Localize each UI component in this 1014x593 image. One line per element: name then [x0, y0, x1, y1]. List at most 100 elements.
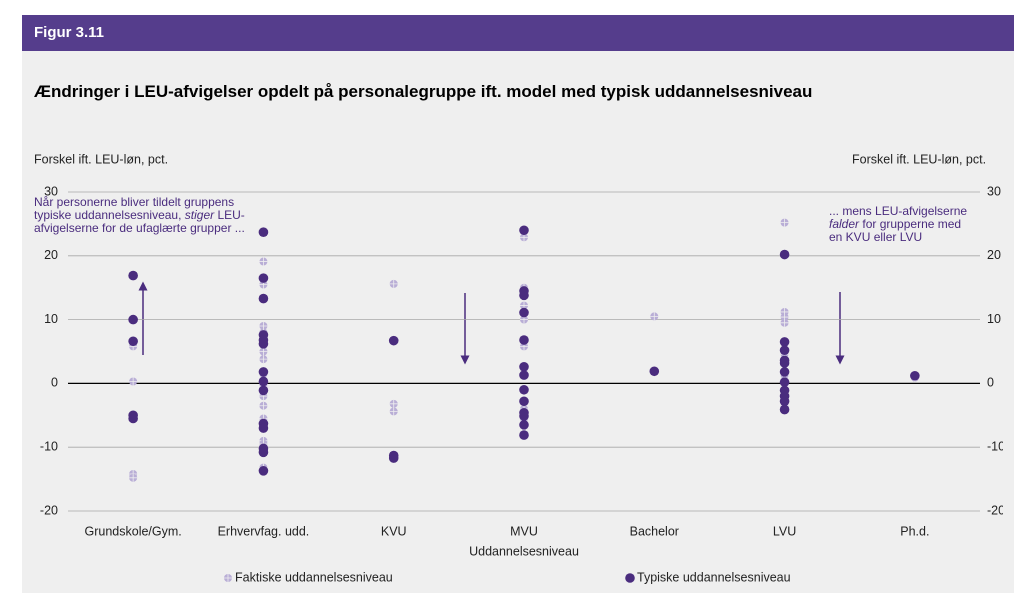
- dot-cross: [780, 318, 789, 327]
- dot: [779, 367, 790, 377]
- figure-label: Figur 3.11: [34, 24, 105, 41]
- dot: [388, 453, 399, 463]
- dot-cross: [259, 355, 268, 364]
- y-tick-label: 0: [51, 376, 58, 390]
- dot: [128, 270, 138, 281]
- dot: [780, 313, 789, 322]
- dot: [389, 279, 398, 288]
- annotation-part: ... mens LEU-afvigelserne: [829, 204, 967, 218]
- dot: [224, 574, 232, 582]
- dot-cross: [129, 473, 138, 482]
- dot-cross: [259, 401, 268, 410]
- x-tick-label: KVU: [381, 524, 407, 538]
- dot: [519, 225, 529, 236]
- dot: [388, 335, 399, 346]
- dot-cross: [224, 574, 232, 582]
- dot-cross: [259, 347, 268, 356]
- annotation-part: Når personerne bliver tildelt gruppens: [34, 195, 234, 209]
- dot: [519, 420, 529, 430]
- y2-tick-label: 0: [987, 376, 994, 390]
- dot: [779, 396, 790, 407]
- dot: [910, 370, 920, 381]
- annotation-part: falder: [829, 217, 860, 231]
- dot-cross: [129, 377, 138, 386]
- dot-cross: [389, 279, 398, 288]
- annotation: en KVU eller LVU: [829, 230, 922, 244]
- x-tick-label: MVU: [510, 524, 538, 538]
- y2-axis-label: Forskel ift. LEU-løn, pct.: [852, 152, 986, 166]
- dot: [128, 413, 138, 424]
- y-tick-label: -10: [40, 439, 58, 453]
- dot: [258, 447, 269, 458]
- y-axis-label: Forskel ift. LEU-løn, pct.: [34, 152, 168, 166]
- y2-tick-label: 10: [987, 312, 1001, 326]
- dot: [519, 430, 529, 440]
- y2-tick-label: 30: [987, 184, 1001, 198]
- dot: [650, 312, 659, 321]
- annotation-part: typiske uddannelsesniveau,: [34, 208, 185, 222]
- dot: [259, 401, 268, 410]
- dot: [129, 377, 138, 386]
- dot: [779, 358, 790, 368]
- annotation: afvigelserne for de ufaglærte grupper ..…: [34, 221, 245, 235]
- dot: [780, 218, 789, 227]
- x-tick-label: Ph.d.: [900, 524, 929, 538]
- dot: [519, 290, 529, 301]
- dot: [259, 257, 268, 266]
- x-tick-label: Grundskole/Gym.: [85, 524, 182, 538]
- y2-tick-label: 20: [987, 248, 1001, 262]
- dot: [779, 249, 790, 260]
- annotation: typiske uddannelsesniveau, stiger LEU-: [34, 208, 245, 222]
- dot: [649, 366, 660, 377]
- legend-label: Typiske uddannelsesniveau: [637, 570, 791, 584]
- dot-cross: [780, 218, 789, 227]
- dot: [519, 411, 529, 421]
- dot-cross: [389, 407, 398, 416]
- dot: [389, 407, 398, 416]
- y-tick-label: -20: [40, 503, 58, 517]
- dot-cross: [650, 312, 659, 321]
- dot: [780, 318, 789, 327]
- dot: [519, 396, 529, 407]
- dot: [258, 227, 269, 237]
- dot: [519, 335, 529, 345]
- dot: [258, 367, 269, 377]
- dot: [389, 399, 398, 408]
- dot: [258, 423, 269, 433]
- dot: [258, 466, 269, 476]
- dot-cross: [389, 399, 398, 408]
- dot: [519, 362, 529, 372]
- y2-tick-label: -10: [987, 439, 1005, 453]
- x-tick-label: Erhvervfag. udd.: [218, 524, 310, 538]
- x-tick-label: Bachelor: [630, 524, 679, 538]
- x-tick-label: LVU: [773, 524, 796, 538]
- dot-cross: [259, 257, 268, 266]
- y-tick-label: 30: [44, 184, 58, 198]
- dot: [128, 314, 138, 325]
- dot: [258, 339, 269, 349]
- header-bar: [22, 15, 1014, 51]
- dot: [129, 473, 138, 482]
- dot: [779, 337, 790, 347]
- dot: [258, 376, 269, 387]
- dot: [625, 573, 635, 583]
- annotation-part: afvigelserne for de ufaglærte grupper ..…: [34, 221, 245, 235]
- dot: [519, 370, 529, 380]
- y-tick-label: 20: [44, 248, 58, 262]
- dot: [128, 336, 138, 347]
- annotation: falder for grupperne med: [829, 217, 961, 231]
- dot: [258, 293, 269, 304]
- dot: [259, 347, 268, 356]
- dot: [259, 355, 268, 364]
- dot: [519, 307, 529, 318]
- annotation: ... mens LEU-afvigelserne: [829, 204, 967, 218]
- dot: [258, 385, 269, 396]
- background: [22, 51, 1014, 593]
- chart-title: Ændringer i LEU-afvigelser opdelt på per…: [34, 82, 813, 101]
- legend-label: Faktiske uddannelsesniveau: [235, 570, 393, 584]
- dot: [779, 404, 790, 415]
- annotation-part: LEU-: [214, 208, 245, 222]
- y-tick-label: 10: [44, 312, 58, 326]
